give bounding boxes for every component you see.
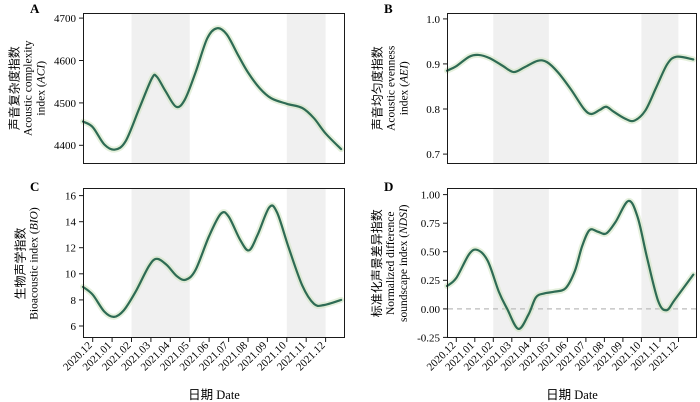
panel-d-letter: D [384,179,394,194]
panel-c-y-axis-label: 生物声学指数 Bioacoustic index (BIO) [13,188,42,338]
y-tick-label: 6 [71,321,77,333]
y-tick-label: 8 [71,295,77,307]
y-tick-label: 4500 [54,98,77,110]
panel-border [83,188,345,338]
shaded-band [493,13,549,164]
y-tick-label: 0.25 [421,275,441,287]
x-axis-title-right: 日期 Date [546,388,598,402]
y-tick-label: 0.9 [426,59,440,71]
y-tick-label: 0.50 [421,247,441,259]
y-tick-label: 16 [65,190,77,202]
trend-line [445,199,695,330]
panel-d-y-axis-label: 标准化声景差异指数 Normalized difference soundscape… [369,188,412,338]
y-axis-label-line: Acoustic complexity [21,40,34,137]
y-tick-label: 12 [65,243,76,255]
trend-line [445,53,695,123]
y-axis-label-line: index (AEI) [397,61,410,116]
y-tick-label: 4600 [54,55,77,67]
y-axis-label-line: index (ACI) [34,61,47,116]
y-tick-label: 14 [65,217,77,229]
trend-line [81,27,343,151]
y-axis-label-line: soundscape index (NDSI) [397,204,410,322]
y-tick-label: 0.00 [421,304,441,316]
panel-border [83,13,345,164]
panel-a-letter: A [30,1,40,16]
y-tick-label: -0.25 [417,332,440,344]
panel-b-plot-area: 0.7 0.8 0.9 1.0 [426,13,697,164]
panel-d-plot-area: -0.250.000.250.500.751.002020.122021.012… [417,188,697,373]
y-axis-label-line: 声音均匀度指数 [369,46,384,131]
shaded-band [286,13,326,164]
panel-c-plot-area: 68101214162020.122021.012021.022021.0320… [61,188,345,373]
panel-b-letter: B [384,1,394,16]
panel-c-letter: C [30,179,40,194]
y-tick-label: 0.8 [426,104,440,116]
y-axis-label-line: 标准化声景差异指数 [369,209,384,318]
shaded-band [641,13,679,164]
shaded-band [493,188,549,338]
y-tick-label: 10 [65,269,77,281]
panel-a-y-axis-label: 声音复杂度指数 Acoustic complexity index (ACI) [6,13,49,164]
y-axis-label-line: 声音复杂度指数 [6,46,21,131]
y-axis-label-line: Normalized difference [384,211,397,315]
y-tick-label: 0.75 [421,218,441,230]
panel-b-y-axis-label: 声音均匀度指数 Acoustic evenness index (AEI) [369,13,412,164]
y-axis-label-line: Acoustic evenness [384,45,397,132]
panel-border [447,188,697,338]
y-tick-label: 1.00 [421,189,441,201]
y-tick-label: 1.0 [426,14,440,26]
panel-a-plot-area: 4400 4500 4600 4700 [54,13,345,164]
y-tick-label: 4400 [54,140,77,152]
x-axis-title-left: 日期 Date [188,388,240,402]
trend-line [81,204,343,318]
y-axis-label-line: 生物声学指数 [13,227,28,300]
y-axis-label-line: Bioacoustic index (BIO) [28,206,40,320]
panel-border [447,13,697,164]
y-tick-label: 4700 [54,13,77,25]
y-tick-label: 0.7 [426,149,440,161]
